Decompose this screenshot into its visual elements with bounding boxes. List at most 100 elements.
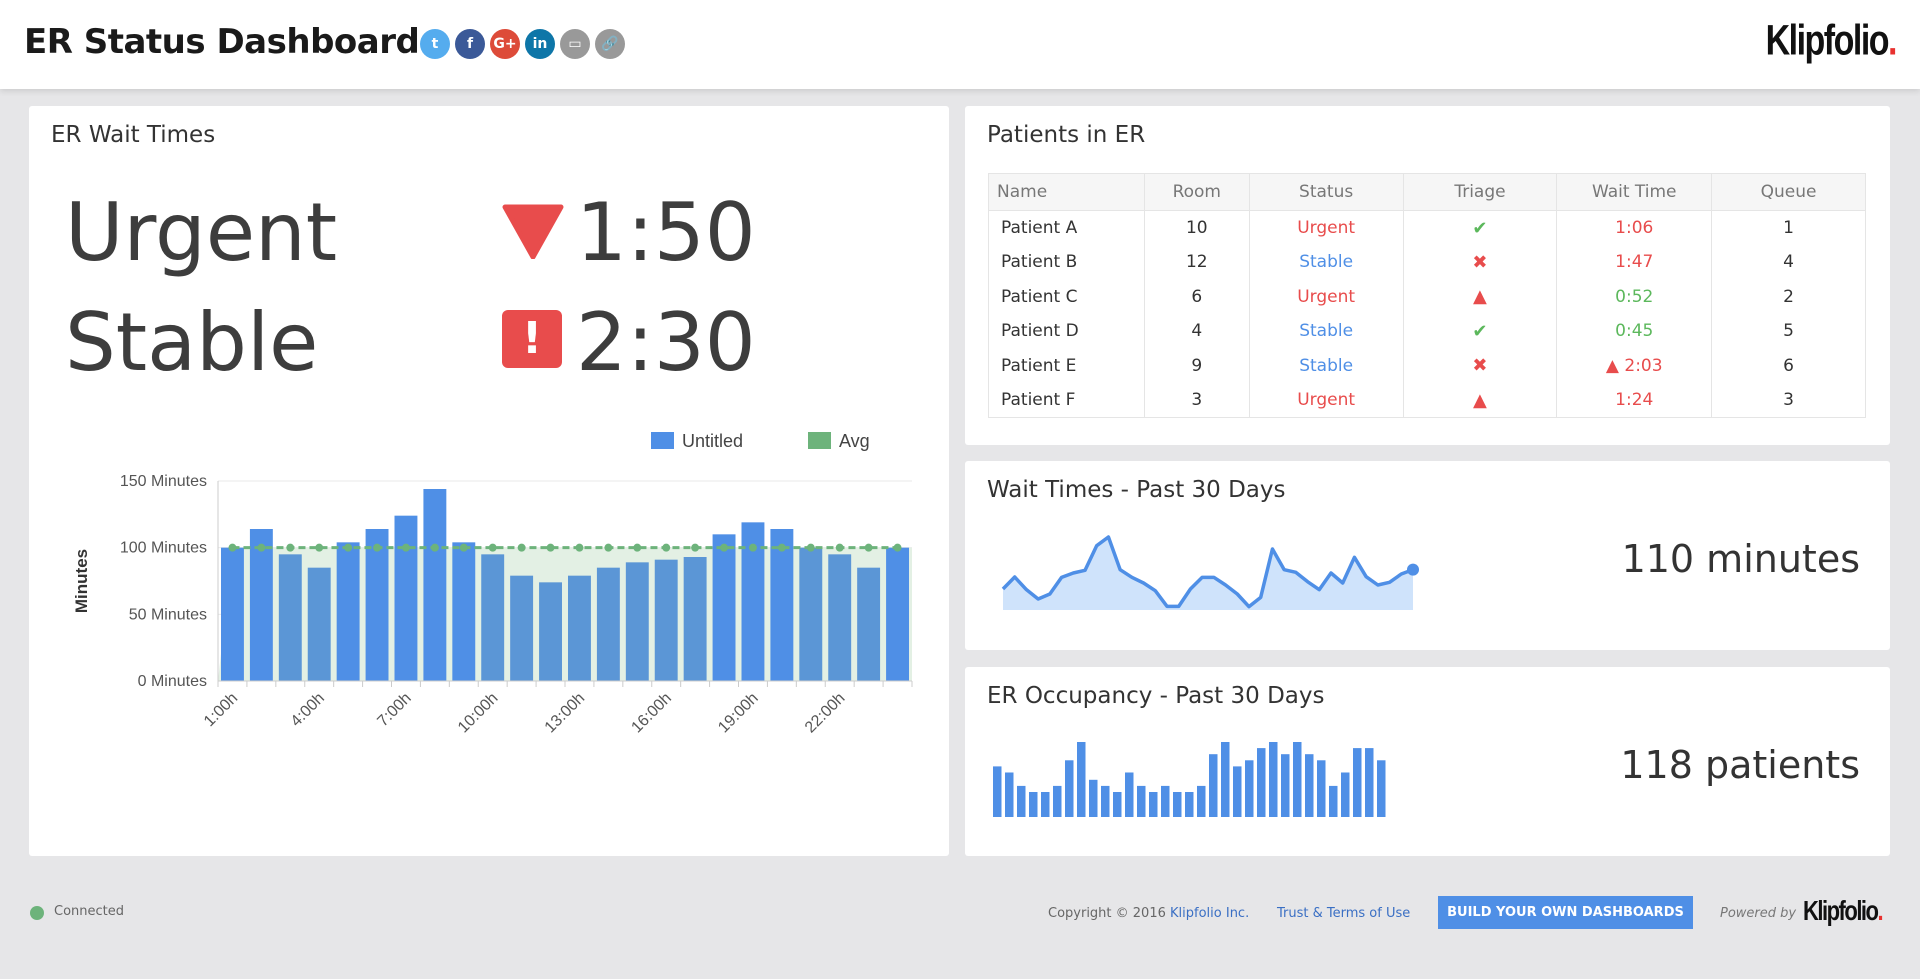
bar: [828, 554, 852, 681]
table-row[interactable]: Patient A 10 Urgent ✔ 1:06 1: [988, 210, 1866, 245]
table-row[interactable]: Patient F 3 Urgent ▲ 1:24 3: [988, 383, 1866, 418]
occupancy-bar: [1149, 792, 1158, 817]
klipfolio-footer-logo[interactable]: Klipfolio.: [1803, 894, 1883, 926]
occupancy-bar: [1101, 785, 1110, 817]
x-tick-label: 22:00h: [802, 690, 849, 737]
er-wait-times-panel: ER Wait Times Urgent 1:50 Stable ! 2:30 …: [29, 106, 949, 856]
logo-text: Klipfolio: [1803, 894, 1879, 926]
copyright: Copyright © 2016 Klipfolio Inc.: [1048, 906, 1249, 921]
avg-point: [893, 543, 902, 552]
occupancy-bar: [1125, 772, 1134, 817]
bar: [423, 489, 447, 681]
terms-link[interactable]: Trust & Terms of Use: [1277, 906, 1411, 921]
room-cell: 6: [1143, 279, 1250, 314]
column-header[interactable]: Wait Time: [1556, 173, 1713, 211]
build-dashboards-button[interactable]: BUILD YOUR OWN DASHBOARDS: [1438, 896, 1693, 929]
copyright-text: Copyright © 2016: [1048, 906, 1171, 921]
triage-cell: ✔: [1402, 210, 1558, 245]
table-row[interactable]: Patient D 4 Stable ✔ 0:45 5: [988, 314, 1866, 349]
panel-title: Patients in ER: [987, 122, 1146, 148]
stable-label: Stable: [65, 296, 319, 389]
table-row[interactable]: Patient B 12 Stable ✖ 1:47 4: [988, 245, 1866, 280]
room-cell-text: 6: [1191, 286, 1203, 307]
facebook-icon[interactable]: f: [455, 29, 485, 59]
room-cell-text: 12: [1185, 252, 1208, 273]
wait-text: 1:47: [1615, 252, 1654, 273]
x-tick-label: 13:00h: [542, 690, 589, 737]
patients-panel: Patients in ER Name Room Status Triage Wait …: [965, 106, 1890, 445]
bar: [568, 575, 591, 681]
table-row[interactable]: Patient E 9 Stable ✖ ▲ 2:03 6: [988, 348, 1866, 383]
table-row[interactable]: Patient C 6 Urgent ▲ 0:52 2: [988, 279, 1866, 314]
room-cell: 3: [1143, 383, 1250, 418]
patient-name: Patient D: [988, 314, 1145, 349]
google-plus-icon[interactable]: G+: [490, 29, 520, 59]
bar: [221, 547, 244, 681]
wait-cell: 1:47: [1556, 245, 1713, 280]
occupancy-bar: [1173, 792, 1182, 817]
wait-cell: 0:52: [1556, 279, 1713, 314]
x-tick-label: 10:00h: [455, 690, 502, 737]
bar: [278, 554, 302, 681]
avg-point: [691, 543, 700, 552]
room-cell-text: 9: [1191, 355, 1203, 376]
room-cell-text: 3: [1191, 390, 1203, 410]
klipfolio-logo[interactable]: Klipfolio.: [1765, 17, 1898, 65]
header: ER Status Dashboard t f G+ in ▭ 🔗 Klipfolio.: [0, 0, 1920, 89]
avg-point: [401, 543, 410, 552]
occupancy-bar: [1245, 760, 1254, 817]
column-header[interactable]: Name: [988, 173, 1145, 211]
bar: [683, 557, 707, 681]
x-tick-label: 1:00h: [201, 690, 241, 730]
link-icon[interactable]: 🔗: [595, 29, 625, 59]
column-header[interactable]: Triage: [1402, 173, 1558, 211]
embed-icon[interactable]: ▭: [560, 29, 590, 59]
column-header[interactable]: Queue: [1711, 173, 1866, 211]
avg-point: [864, 543, 873, 552]
bar: [452, 542, 476, 681]
column-header[interactable]: Status: [1248, 173, 1404, 211]
bar: [249, 529, 273, 681]
queue-cell-text: 3: [1783, 390, 1794, 410]
bar: [712, 534, 736, 681]
linkedin-icon[interactable]: in: [525, 29, 555, 59]
page-title: ER Status Dashboard: [24, 22, 420, 62]
wait-text: 1:24: [1615, 390, 1654, 410]
occupancy-bar: [1341, 772, 1350, 817]
company-link[interactable]: Klipfolio Inc.: [1170, 906, 1250, 921]
bar: [654, 559, 678, 681]
queue-cell: 5: [1711, 314, 1866, 349]
avg-point: [488, 543, 497, 552]
wait-text: 1:06: [1615, 218, 1654, 238]
legend-swatch: [651, 432, 674, 449]
panel-title: Wait Times - Past 30 Days: [987, 477, 1286, 503]
panel-title: ER Occupancy - Past 30 Days: [987, 683, 1325, 709]
x-tick-label: 7:00h: [374, 690, 414, 730]
status-cell: Urgent: [1248, 279, 1404, 314]
bar: [886, 547, 909, 681]
avg-point: [517, 543, 526, 552]
room-cell: 12: [1143, 245, 1250, 280]
stable-wait-value: 2:30: [576, 296, 756, 389]
patient-name-text: Patient B: [1001, 252, 1078, 273]
column-header[interactable]: Room: [1143, 173, 1250, 211]
warning-icon: ▲: [1605, 355, 1625, 376]
bar: [741, 522, 765, 681]
cross-icon: ✖: [1472, 251, 1488, 273]
status-cell: Stable: [1248, 245, 1404, 280]
status-cell: Urgent: [1248, 383, 1404, 418]
exclamation-icon: !: [502, 310, 562, 368]
wait-cell: 1:06: [1556, 210, 1713, 245]
room-cell: 10: [1143, 210, 1250, 245]
urgent-label: Urgent: [65, 186, 338, 279]
avg-point: [315, 543, 324, 552]
bar: [481, 554, 505, 681]
status-cell-text: Stable: [1299, 321, 1354, 342]
occupancy-bar: [1377, 760, 1386, 817]
occupancy-bar: [1353, 748, 1362, 817]
avg-point: [835, 543, 844, 552]
twitter-icon[interactable]: t: [420, 29, 450, 59]
queue-cell: 3: [1711, 383, 1866, 418]
queue-cell-text: 1: [1783, 218, 1794, 238]
occupancy-bar: [1053, 785, 1062, 817]
